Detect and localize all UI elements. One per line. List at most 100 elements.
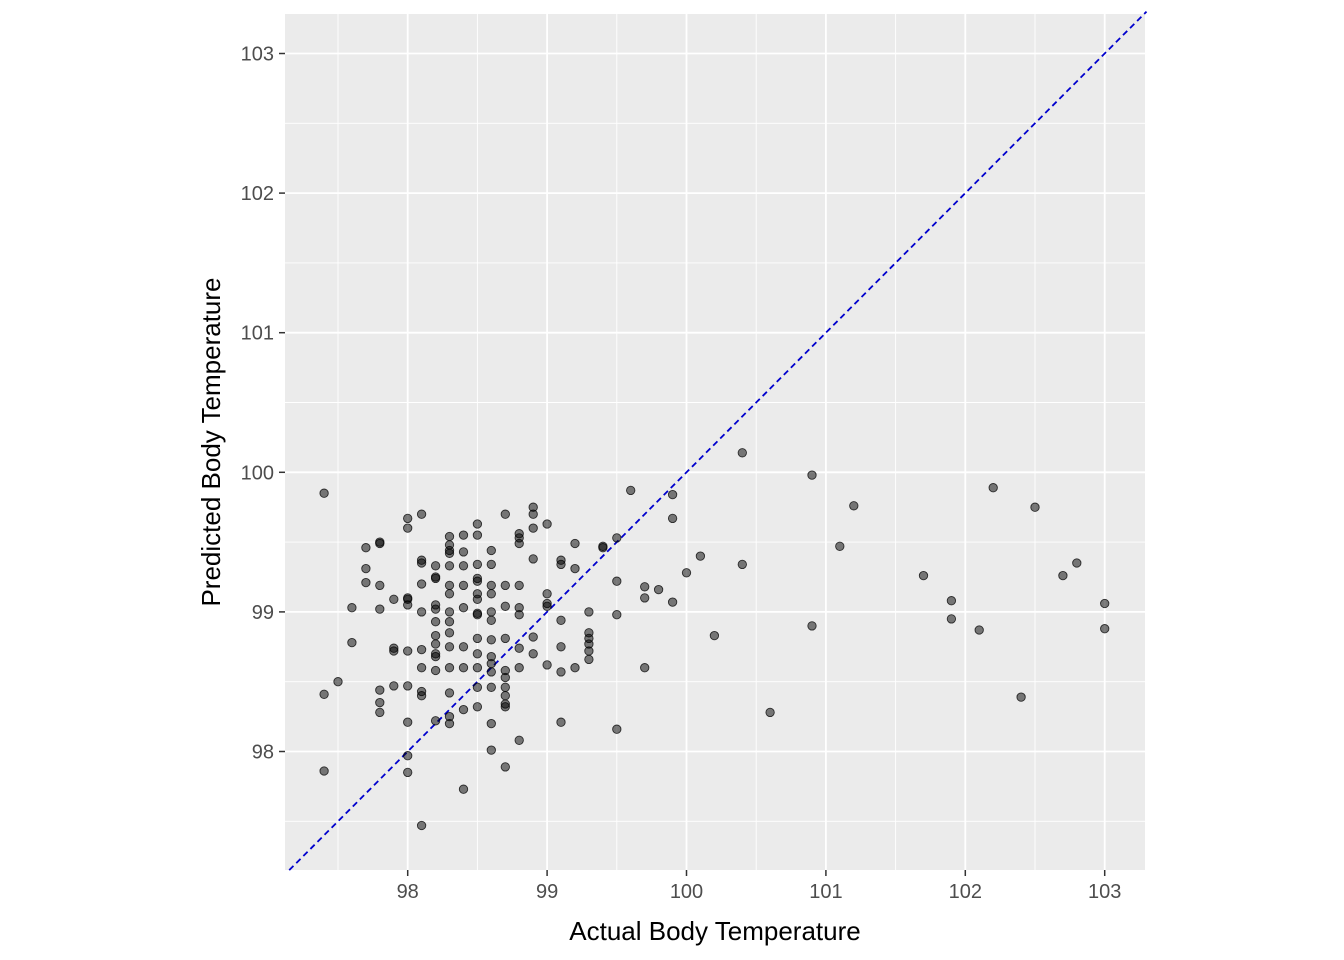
x-tick-label: 98	[397, 881, 419, 903]
data-point	[444, 617, 455, 627]
data-point	[458, 704, 469, 715]
data-point	[514, 663, 524, 673]
data-point	[709, 630, 720, 641]
data-point	[486, 745, 496, 755]
data-point	[528, 632, 538, 642]
plot-panel	[285, 14, 1145, 870]
data-point	[514, 735, 524, 745]
data-point	[653, 584, 664, 595]
data-point	[514, 538, 524, 549]
data-point	[430, 630, 441, 641]
data-point	[640, 582, 650, 592]
x-tick-label: 99	[536, 881, 558, 903]
data-point	[807, 470, 817, 480]
data-point	[486, 682, 496, 692]
data-point	[584, 646, 594, 656]
data-point	[612, 576, 622, 586]
x-axis-ticks: 98 99 100 101 102 103	[397, 870, 1121, 903]
data-point	[389, 594, 399, 604]
data-point	[444, 642, 455, 652]
data-point	[403, 523, 413, 533]
data-point	[319, 766, 329, 776]
data-point	[681, 568, 692, 578]
data-point	[403, 751, 413, 761]
data-point	[612, 610, 622, 620]
data-point	[542, 589, 552, 599]
data-point	[528, 554, 538, 564]
data-point	[430, 617, 441, 627]
y-tick-label: 98	[252, 742, 274, 764]
x-tick-label: 103	[1088, 881, 1121, 903]
data-point	[416, 691, 427, 701]
data-point	[584, 607, 594, 617]
data-point	[626, 485, 636, 496]
data-point	[458, 561, 469, 571]
data-point	[375, 685, 385, 695]
y-tick-label: 103	[241, 44, 274, 66]
data-point	[500, 601, 510, 611]
data-point	[458, 603, 469, 613]
data-point	[640, 663, 650, 673]
data-point	[486, 667, 496, 677]
data-point	[486, 635, 496, 645]
data-point	[1100, 598, 1110, 609]
data-point	[472, 594, 483, 604]
data-point	[612, 724, 622, 734]
data-point	[444, 607, 455, 617]
data-point	[472, 519, 483, 529]
data-point	[542, 601, 552, 611]
data-point	[500, 682, 510, 692]
y-tick-label: 100	[241, 462, 274, 484]
data-point	[416, 663, 427, 673]
data-point	[444, 628, 455, 638]
data-point	[416, 558, 427, 568]
minor-gridlines	[285, 14, 1145, 870]
data-point	[514, 610, 524, 620]
x-tick-label: 101	[809, 881, 842, 903]
data-point	[500, 672, 510, 683]
identity-reference-line	[288, 10, 1148, 871]
data-point	[486, 607, 496, 617]
data-point	[444, 688, 455, 698]
data-point	[472, 633, 483, 644]
data-point	[570, 663, 580, 673]
data-point	[1072, 558, 1082, 568]
data-point	[375, 707, 385, 718]
y-tick-label: 101	[241, 323, 274, 345]
data-point	[458, 642, 469, 652]
data-point	[486, 615, 496, 625]
data-point	[458, 580, 469, 591]
data-point	[486, 580, 496, 591]
y-tick-label: 99	[252, 602, 274, 624]
data-point	[458, 547, 469, 557]
data-point	[849, 501, 859, 511]
data-point	[946, 614, 957, 624]
data-point	[556, 642, 566, 652]
data-point	[946, 596, 957, 606]
data-point	[640, 593, 650, 603]
data-point	[472, 649, 483, 659]
data-point	[403, 681, 413, 691]
data-point	[737, 448, 747, 458]
data-point	[472, 702, 483, 712]
data-point	[598, 543, 608, 553]
data-point	[444, 561, 455, 571]
data-point	[486, 545, 496, 556]
data-point	[486, 559, 496, 570]
data-point	[416, 644, 427, 655]
data-point	[556, 615, 566, 625]
data-point	[444, 548, 455, 558]
data-point	[472, 559, 483, 570]
data-point	[430, 573, 441, 584]
data-point	[556, 559, 566, 570]
data-point	[500, 702, 510, 712]
data-point	[918, 570, 929, 581]
data-point	[556, 667, 566, 677]
data-point	[695, 551, 706, 561]
data-point	[416, 607, 427, 617]
data-point	[1030, 502, 1040, 512]
major-gridlines	[285, 14, 1145, 870]
data-point	[347, 603, 357, 613]
data-point	[319, 689, 329, 699]
data-point	[403, 600, 413, 610]
